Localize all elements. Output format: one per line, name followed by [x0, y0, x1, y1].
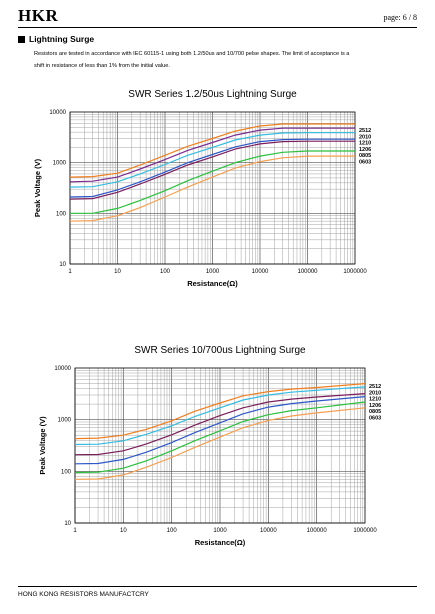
series-line: [69, 155, 355, 222]
y-tick-label: 10000: [54, 366, 71, 372]
x-tick-label: 1000: [206, 269, 220, 275]
intro-paragraph: Resistors are tested in accordance with …: [34, 48, 419, 72]
chart-10-700us: SWR Series 10/700us Lightning Surge 1 10 10…: [0, 340, 435, 570]
series-line: [74, 396, 366, 465]
x-tick-label: 100: [160, 269, 171, 275]
x-tick-label: 10000: [252, 269, 269, 275]
intro-line-2: shift in resistance of less than 1% from…: [34, 63, 170, 69]
chart-grid: [69, 112, 355, 265]
legend-entry: 0603: [369, 416, 381, 422]
legend-entry: 2512: [369, 384, 381, 390]
y-axis-label: Peak Voltage (V): [38, 416, 47, 475]
y-tick-label: 100: [61, 469, 72, 475]
series-line: [74, 393, 366, 456]
series-line: [74, 386, 366, 446]
intro-line-1: Resistors are tested in accordance with …: [34, 51, 350, 57]
legend-entry: 1210: [369, 397, 381, 403]
section-heading: Lightning Surge: [18, 34, 94, 44]
y-tick-label: 100: [56, 211, 67, 217]
x-tick-label: 10000: [260, 528, 277, 534]
legend-entry: 1210: [359, 141, 371, 147]
y-tick-label: 10: [64, 521, 71, 527]
legend-entry: 2010: [369, 390, 381, 396]
x-tick-label: 1000000: [343, 269, 367, 275]
series-line: [70, 150, 355, 214]
brand-logo-text: HKR: [18, 6, 59, 25]
x-axis-label: Resistance(Ω): [187, 279, 238, 288]
series-line: [74, 401, 366, 474]
section-title: Lightning Surge: [29, 34, 95, 44]
series-line: [69, 132, 355, 188]
x-tick-label: 100: [167, 528, 178, 534]
series-line: [69, 123, 355, 178]
x-tick-label: 1000: [213, 528, 227, 534]
chart-title: SWR Series 1.2/50us Lightning Surge: [128, 89, 297, 100]
footer-divider: [18, 586, 417, 587]
legend-entry: 0805: [369, 409, 381, 415]
x-tick-label: 100000: [307, 528, 328, 534]
header-divider: [18, 27, 417, 28]
page-number: page: 6 / 8: [383, 13, 417, 22]
footer-company: HONG KONG RESISTORS MANUFACTCRY: [18, 591, 149, 598]
legend-entry: 1206: [369, 403, 381, 409]
series-line: [69, 138, 355, 198]
y-tick-label: 10: [59, 262, 66, 268]
series-line: [69, 127, 355, 183]
series-line: [74, 407, 366, 480]
x-tick-label: 10: [114, 269, 121, 275]
y-tick-label: 1000: [53, 161, 67, 167]
legend-entry: 2512: [359, 128, 371, 134]
plot-frame: [74, 367, 366, 524]
legend-entry: 0603: [359, 160, 371, 166]
chart-title: SWR Series 10/700us Lightning Surge: [134, 345, 306, 356]
legend-entry: 2010: [359, 134, 371, 140]
y-axis-label: Peak Voltage (V): [33, 158, 42, 217]
x-tick-label: 1000000: [353, 528, 377, 534]
x-tick-label: 1: [73, 528, 77, 534]
plot-frame: [69, 111, 356, 265]
y-tick-label: 1000: [58, 418, 72, 424]
x-tick-label: 10: [120, 528, 127, 534]
chart-grid: [74, 368, 365, 524]
series-line: [74, 383, 366, 440]
x-tick-label: 1: [68, 269, 72, 275]
y-tick-label: 10000: [49, 110, 66, 116]
series-line: [69, 140, 355, 200]
x-axis-label: Resistance(Ω): [195, 538, 246, 547]
chart-1-2-50us: SWR Series 1.2/50us Lightning Surge 1 10 10…: [0, 84, 435, 314]
square-bullet-icon: [18, 35, 25, 43]
legend-entry: 0805: [359, 153, 371, 159]
legend-entry: 1206: [359, 147, 371, 153]
x-tick-label: 100000: [297, 269, 318, 275]
